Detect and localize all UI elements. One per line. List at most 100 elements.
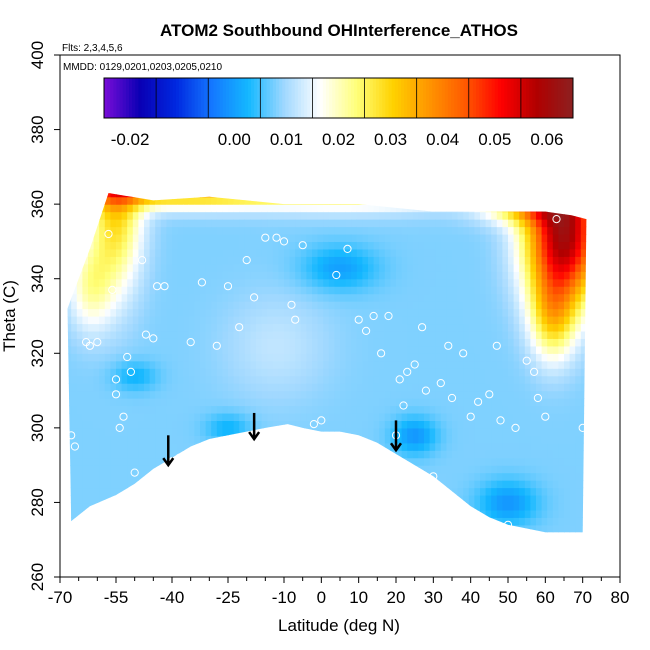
- heat-cell: [541, 338, 548, 347]
- heat-cell: [295, 219, 302, 228]
- heat-cell: [396, 487, 403, 496]
- heat-cell: [138, 487, 145, 496]
- heat-cell: [194, 308, 201, 317]
- heat-cell: [233, 524, 240, 533]
- heat-cell: [373, 330, 380, 339]
- colorbar-cell: [504, 78, 508, 118]
- heat-cell: [76, 398, 83, 407]
- heat-cell: [508, 316, 515, 325]
- heat-cell: [390, 316, 397, 325]
- heat-cell: [188, 338, 195, 347]
- colorbar-cell: [113, 78, 118, 118]
- heat-cell: [144, 256, 151, 265]
- heat-cell: [211, 204, 218, 213]
- heat-cell: [418, 345, 425, 354]
- heat-cell: [256, 182, 262, 190]
- heat-cell: [261, 398, 268, 407]
- heat-cell: [530, 502, 537, 511]
- x-tick-label: 30: [424, 588, 443, 607]
- heat-cell: [435, 301, 442, 310]
- heat-cell: [463, 286, 470, 295]
- colorbar-cell: [463, 78, 468, 118]
- heat-cell: [272, 286, 279, 295]
- heat-cell: [127, 278, 134, 287]
- heat-cell: [580, 532, 587, 533]
- heat-cell: [239, 487, 246, 496]
- heat-cell: [166, 345, 173, 354]
- heat-cell: [172, 375, 179, 384]
- heat-cell: [71, 330, 78, 339]
- heat-cell: [312, 494, 319, 504]
- heat-cell: [491, 271, 498, 280]
- heat-cell: [513, 204, 520, 213]
- heat-cell: [513, 293, 520, 302]
- heat-cell: [127, 412, 134, 421]
- heat-cell: [205, 316, 212, 325]
- heat-cell: [356, 233, 363, 243]
- heat-cell: [340, 420, 347, 429]
- heat-cell: [496, 345, 503, 354]
- heat-cell: [295, 301, 302, 310]
- heat-cell: [261, 532, 268, 533]
- heat-cell: [300, 226, 307, 235]
- heat-cell: [222, 412, 229, 421]
- heat-cell: [390, 480, 397, 489]
- heat-cell: [289, 442, 296, 451]
- heat-cell: [552, 412, 559, 421]
- heat-cell: [172, 360, 179, 369]
- heat-cell: [564, 263, 571, 272]
- heat-cell: [496, 271, 503, 280]
- heat-cell: [468, 330, 475, 339]
- heat-cell: [368, 233, 375, 243]
- heat-cell: [216, 316, 223, 325]
- heat-cell: [558, 338, 565, 347]
- heat-cell: [580, 465, 587, 474]
- heat-cell: [373, 196, 380, 205]
- heat-cell: [346, 182, 352, 190]
- heat-cell: [278, 286, 285, 295]
- heat-cell: [418, 502, 425, 511]
- colorbar-tick-label: -0.02: [111, 130, 150, 149]
- heat-cell: [468, 271, 475, 280]
- heat-cell: [446, 412, 453, 421]
- heat-cell: [71, 480, 78, 489]
- heat-cell: [278, 196, 285, 205]
- heat-cell: [519, 256, 526, 265]
- heat-cell: [390, 472, 397, 481]
- heat-cell: [575, 494, 582, 504]
- heat-cell: [435, 211, 442, 220]
- heat-cell: [328, 427, 335, 436]
- heat-cell: [211, 368, 218, 377]
- heat-cell: [418, 427, 425, 436]
- heat-cell: [116, 532, 123, 533]
- heat-cell: [463, 330, 470, 339]
- heat-cell: [272, 427, 279, 436]
- heat-cell: [244, 502, 251, 511]
- heat-cell: [116, 316, 123, 325]
- heat-cell: [362, 465, 369, 474]
- heat-cell: [418, 517, 425, 526]
- heat-cell: [239, 204, 246, 213]
- heat-cell: [580, 308, 587, 317]
- heat-cell: [67, 524, 72, 533]
- heat-cell: [256, 360, 263, 369]
- heat-cell: [457, 241, 464, 250]
- heat-cell: [547, 226, 554, 235]
- heat-cell: [513, 412, 520, 421]
- heat-cell: [306, 427, 313, 436]
- heat-cell: [116, 465, 123, 474]
- sample-point: [503, 520, 513, 529]
- heat-cell: [205, 412, 212, 421]
- heat-cell: [340, 330, 347, 339]
- heat-cell: [67, 323, 72, 332]
- heat-cell: [155, 182, 161, 190]
- heat-cell: [485, 509, 492, 518]
- heat-cell: [88, 398, 95, 407]
- heat-cell: [530, 316, 537, 325]
- heat-cell: [211, 196, 218, 205]
- heat-cell: [524, 398, 531, 407]
- heat-cell: [328, 196, 335, 205]
- heat-cell: [93, 241, 100, 250]
- heat-cell: [222, 368, 229, 377]
- heat-cell: [200, 286, 207, 295]
